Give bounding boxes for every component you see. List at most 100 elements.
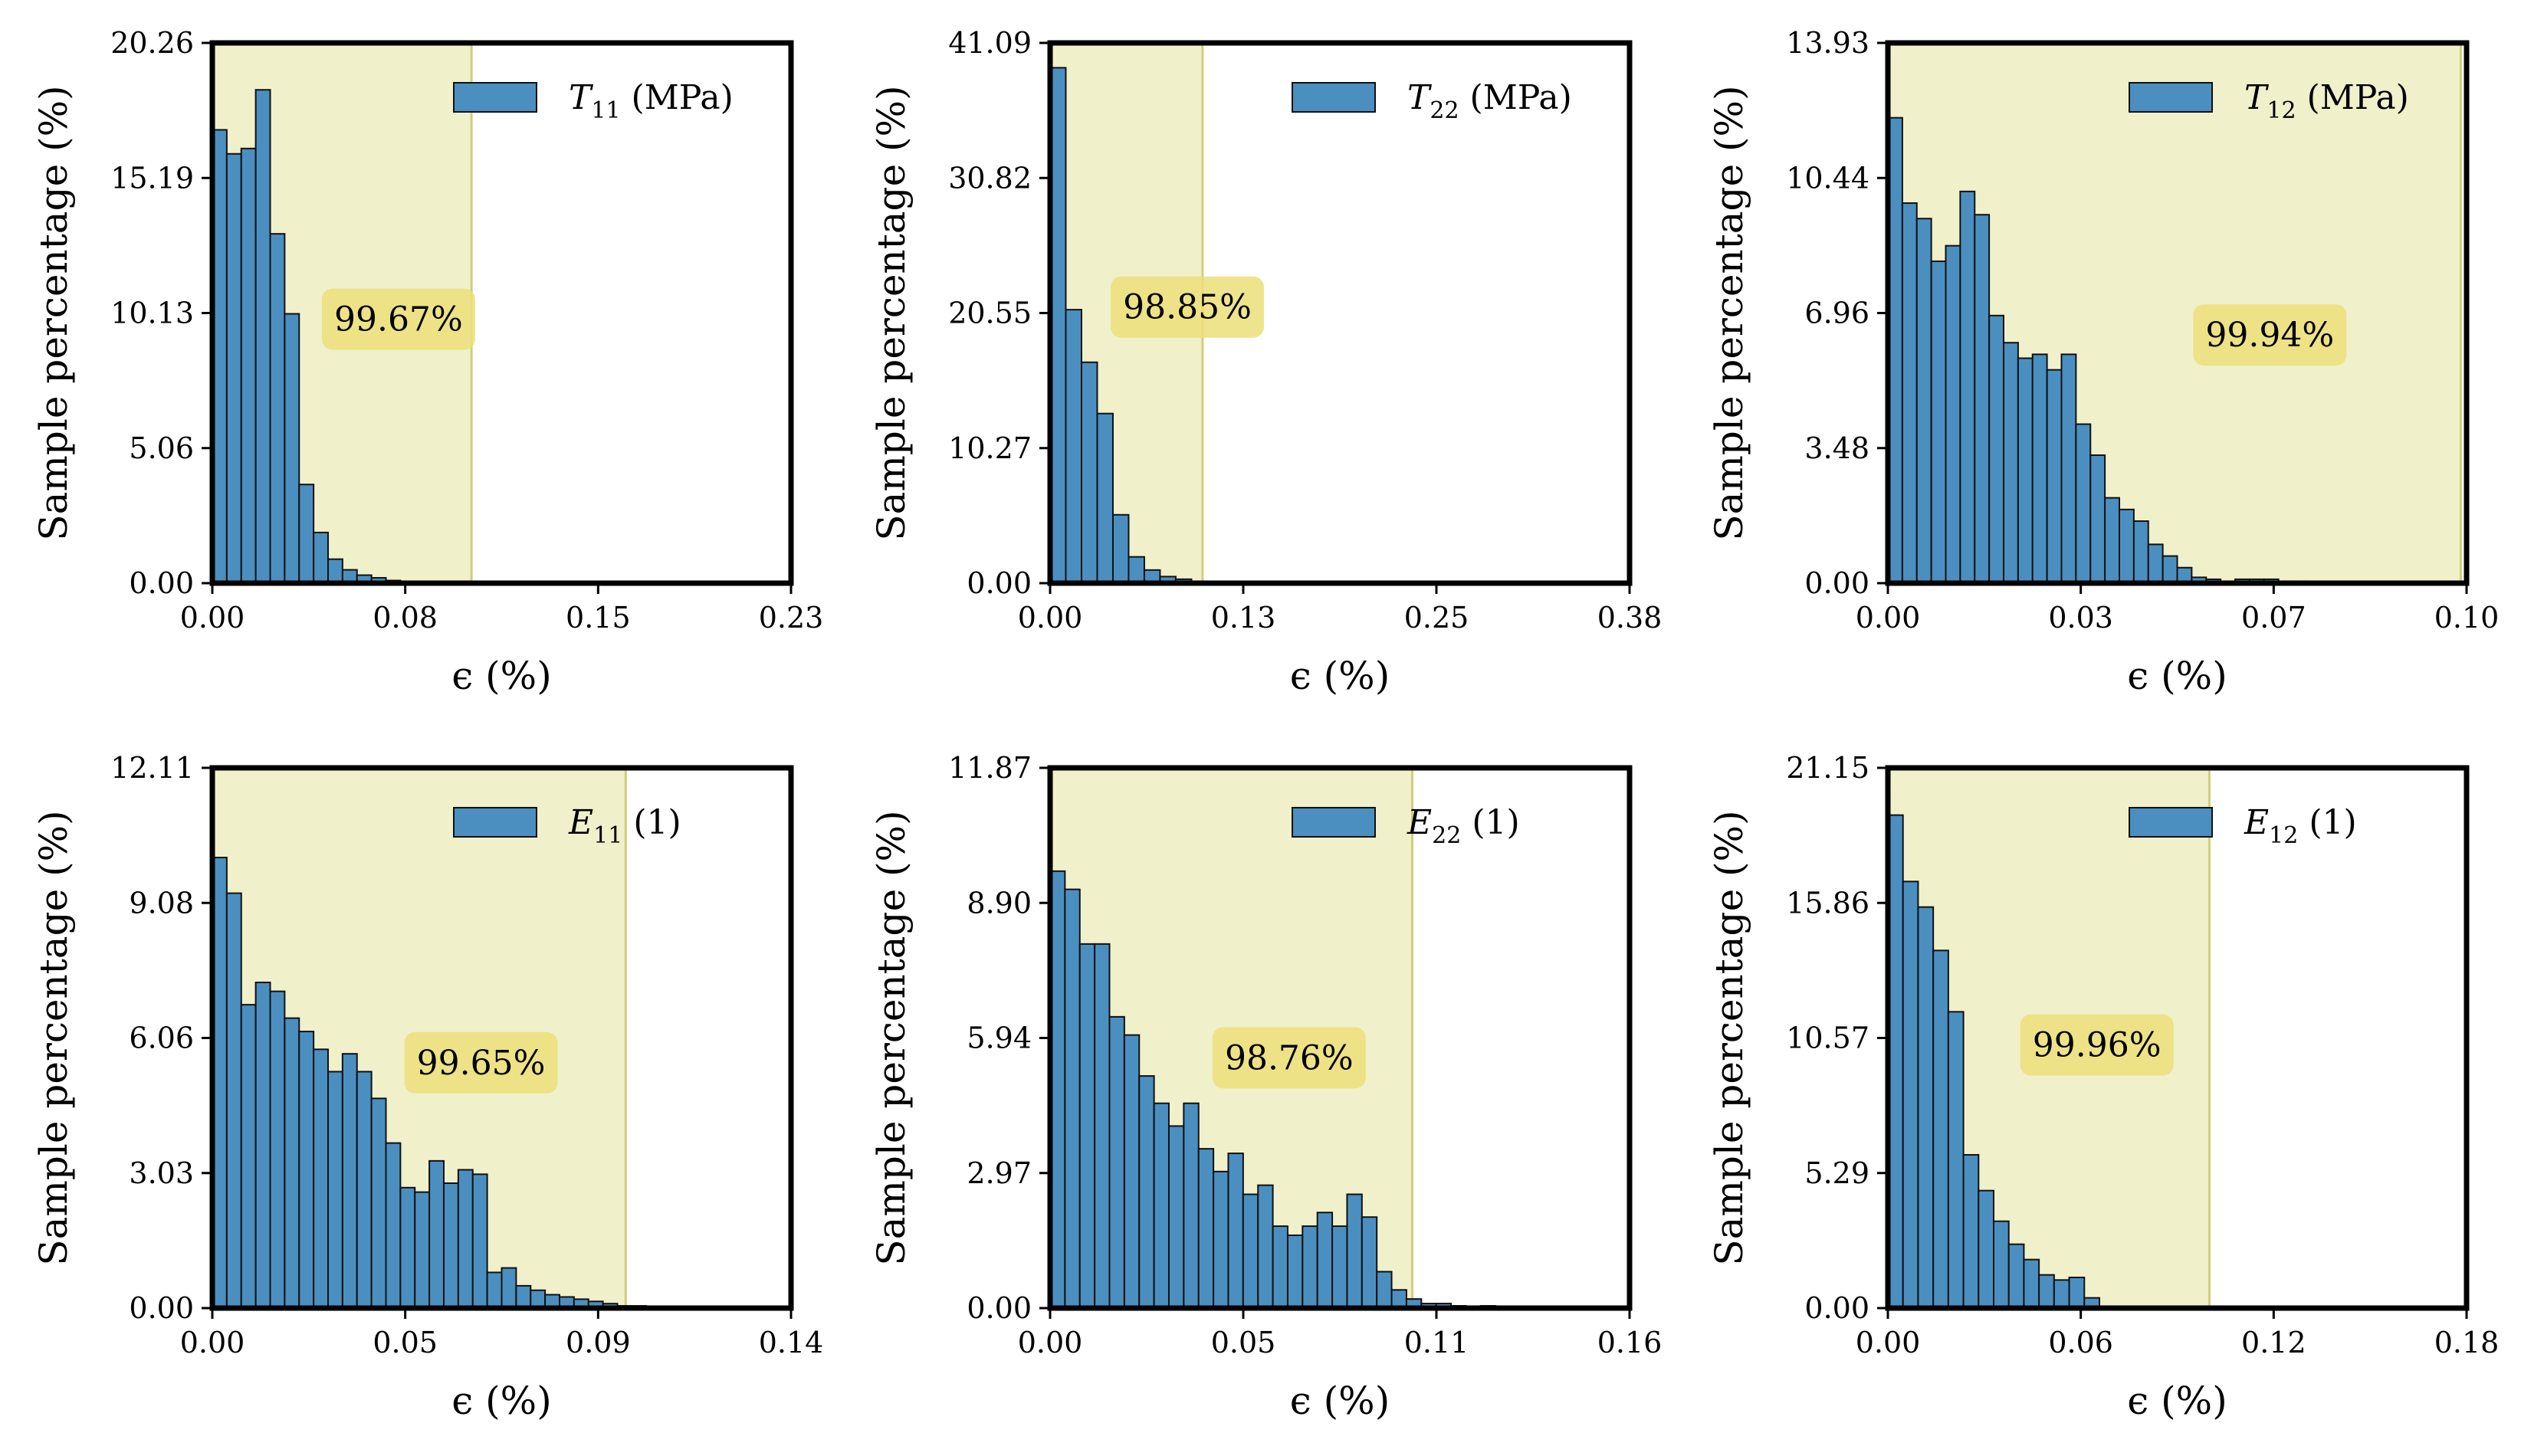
- x-axis-label: ϵ (%): [1290, 654, 1390, 698]
- histogram-bar: [313, 1048, 329, 1310]
- histogram-bar: [1902, 880, 1919, 1310]
- histogram-bar: [284, 313, 300, 584]
- y-tick-label: 5.94: [967, 1021, 1032, 1055]
- y-tick-label: 9.08: [129, 886, 194, 920]
- histogram-bar: [385, 1142, 402, 1309]
- histogram-bar: [399, 1186, 416, 1309]
- y-tick-label: 0.00: [129, 566, 194, 600]
- x-axis-label: ϵ (%): [1290, 1379, 1390, 1423]
- y-tick-label: 21.15: [1786, 751, 1869, 785]
- histogram-bar: [1316, 1212, 1334, 1310]
- x-tick-label: 0.14: [759, 1326, 824, 1359]
- x-tick-label: 0.00: [1018, 1326, 1083, 1359]
- histogram-bar: [471, 1173, 488, 1309]
- histogram-bar: [1992, 1220, 2010, 1309]
- legend-label: E11 (1): [568, 803, 681, 849]
- annotation-text: 98.76%: [1225, 1038, 1354, 1077]
- x-tick-label: 0.00: [1856, 601, 1921, 635]
- histogram-bar: [1128, 556, 1145, 584]
- histogram-bar: [1376, 1271, 1393, 1309]
- histogram-bar: [1917, 906, 1935, 1309]
- y-tick-label: 3.03: [129, 1156, 194, 1190]
- histogram-bar: [1361, 1216, 1378, 1309]
- legend-label: T11 (MPa): [569, 78, 734, 124]
- histogram-bar: [225, 152, 242, 585]
- legend-swatch: [453, 807, 537, 838]
- y-axis-label: Sample percentage (%): [1707, 810, 1751, 1265]
- histogram-bar: [1123, 1034, 1141, 1309]
- histogram-bar: [1167, 1125, 1185, 1309]
- histogram-bar: [1080, 361, 1098, 584]
- histogram-bar: [2147, 543, 2164, 585]
- histogram-bar: [2031, 353, 2048, 584]
- x-axis-label: ϵ (%): [451, 654, 551, 698]
- x-tick-label: 0.23: [759, 601, 824, 635]
- histogram-bar: [356, 1071, 373, 1310]
- histogram-bar: [240, 147, 257, 584]
- y-tick-label: 41.09: [948, 26, 1032, 60]
- x-tick-label: 0.38: [1597, 601, 1663, 635]
- chart-panel-1: 0.00 0.08 0.15 0.23 0.00 5.06 10.13 15.19 20.26 ϵ…: [31, 26, 823, 698]
- histogram-bar: [1915, 218, 1932, 584]
- histogram-bar: [1947, 1011, 1965, 1310]
- histogram-bar: [341, 1053, 358, 1309]
- annotation-box: [1111, 276, 1265, 338]
- histogram-bar: [313, 531, 329, 585]
- y-tick-label: 5.06: [129, 431, 194, 465]
- histogram-bar: [298, 484, 315, 585]
- y-tick-label: 8.90: [967, 886, 1032, 920]
- x-tick-label: 0.00: [180, 601, 245, 635]
- x-tick-label: 0.05: [373, 1326, 438, 1359]
- histogram-bar: [2132, 520, 2149, 584]
- histogram-bar: [1242, 1193, 1259, 1310]
- legend-label: E12 (1): [2244, 803, 2357, 849]
- histogram-bar: [501, 1267, 517, 1309]
- annotation-box: [321, 288, 475, 350]
- histogram-bar: [269, 233, 286, 584]
- annotation-box: [404, 1031, 558, 1094]
- y-tick-label: 20.26: [110, 26, 194, 60]
- y-tick-label: 2.97: [967, 1156, 1032, 1190]
- histogram-bar: [269, 990, 286, 1310]
- histogram-bar: [443, 1182, 459, 1310]
- histogram-bar: [1094, 943, 1111, 1309]
- histogram-bar: [1331, 1225, 1348, 1309]
- x-tick-label: 0.12: [2241, 1326, 2306, 1359]
- x-axis-label: ϵ (%): [451, 1379, 551, 1423]
- histogram-bar: [1227, 1153, 1244, 1310]
- histogram-bar: [1197, 1148, 1215, 1310]
- x-tick-label: 0.25: [1404, 601, 1469, 635]
- histogram-bar: [457, 1169, 474, 1309]
- histogram-bar: [428, 1159, 445, 1309]
- histogram-bar: [1390, 1289, 1407, 1310]
- histogram-bar: [254, 982, 271, 1309]
- x-tick-label: 0.09: [566, 1326, 631, 1359]
- chart-panel-6: 0.00 0.06 0.12 0.18 0.00 5.29 10.57 15.86 21.15 ϵ…: [1707, 751, 2499, 1423]
- legend-label: E22 (1): [1407, 803, 1520, 849]
- histogram-bar: [486, 1271, 503, 1309]
- histogram-bar: [2068, 1277, 2086, 1309]
- histogram-bar: [1153, 1102, 1170, 1310]
- histogram-bar: [2053, 1279, 2070, 1310]
- annotation-text: 99.67%: [334, 300, 463, 339]
- y-tick-label: 10.57: [1786, 1021, 1869, 1055]
- y-tick-label: 0.00: [967, 1291, 1032, 1325]
- y-tick-label: 0.00: [1804, 1291, 1869, 1325]
- legend-swatch: [453, 82, 537, 113]
- y-tick-label: 15.86: [1786, 886, 1869, 920]
- histogram-bar: [1901, 202, 1918, 584]
- chart-panel-4: 0.00 0.05 0.09 0.14 0.00 3.03 6.06 9.08 12.11 ϵ (…: [31, 751, 823, 1423]
- x-tick-label: 0.16: [1597, 1326, 1663, 1359]
- histogram-bar: [2162, 555, 2178, 585]
- histogram-bar: [327, 558, 343, 584]
- x-tick-label: 0.00: [180, 1326, 245, 1359]
- histogram-bar: [1064, 888, 1081, 1309]
- histogram-bar: [1286, 1234, 1304, 1309]
- x-axis-label: ϵ (%): [2127, 1379, 2227, 1423]
- histogram-bar: [1302, 1225, 1318, 1309]
- histogram-bar: [298, 1031, 315, 1309]
- y-tick-label: 11.87: [948, 751, 1032, 785]
- histogram-bar: [2046, 369, 2063, 584]
- chart-panel-2: 0.00 0.13 0.25 0.38 0.00 10.27 20.55 30.82 41.09…: [869, 26, 1662, 698]
- histogram-bar: [1346, 1193, 1363, 1310]
